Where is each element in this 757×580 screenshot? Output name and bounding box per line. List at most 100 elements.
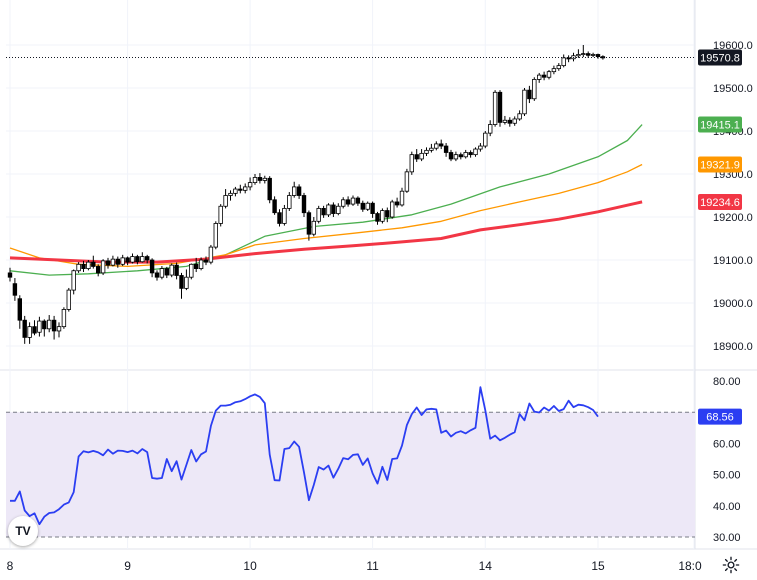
candle xyxy=(115,256,120,268)
candle xyxy=(32,320,37,336)
candle-body xyxy=(326,204,331,216)
ma-mid-line xyxy=(9,163,643,268)
candle xyxy=(331,202,336,217)
candle xyxy=(463,149,468,159)
candle xyxy=(81,260,86,273)
candle xyxy=(487,120,493,137)
candle-body xyxy=(595,54,601,58)
tradingview-logo[interactable]: TV xyxy=(8,516,38,546)
candle xyxy=(360,200,365,212)
candle xyxy=(120,254,125,267)
candle-body xyxy=(233,188,238,194)
candle xyxy=(144,254,150,264)
candle-body xyxy=(424,149,429,154)
candle xyxy=(282,204,287,226)
rsi-band-fill xyxy=(6,412,695,537)
candle xyxy=(213,221,218,250)
candle xyxy=(306,210,312,241)
candle-body xyxy=(17,298,22,321)
candle-body xyxy=(586,53,591,56)
rsi-tick-label: 40.00 xyxy=(713,501,741,513)
candle xyxy=(164,266,169,279)
candle-body xyxy=(350,197,356,205)
candle-body xyxy=(267,177,272,201)
candle-body xyxy=(125,257,130,263)
candle xyxy=(149,258,155,278)
candle xyxy=(110,255,116,267)
candle xyxy=(424,147,429,156)
price-axis: 19600.019500.019400.019300.019200.019100… xyxy=(713,40,753,353)
candle-body xyxy=(282,207,287,224)
candle xyxy=(380,208,385,224)
candle xyxy=(571,52,576,62)
candle-body xyxy=(51,319,57,332)
candle xyxy=(135,254,140,265)
candle xyxy=(159,266,165,280)
candle-body xyxy=(291,186,297,196)
candle-body xyxy=(66,289,71,310)
candle-body xyxy=(389,201,395,218)
time-tick-label: 8 xyxy=(7,559,14,573)
ma-fast-tag-text: 19415.1 xyxy=(700,120,740,132)
candle xyxy=(242,183,248,194)
candle-body xyxy=(316,207,321,222)
candle-body xyxy=(483,132,488,147)
rsi-band xyxy=(6,411,695,538)
candle-body xyxy=(517,113,522,120)
candle-body xyxy=(149,259,155,274)
price-tick-label: 18900.0 xyxy=(713,341,753,353)
rsi-tick-label: 50.00 xyxy=(713,470,741,482)
candle-body xyxy=(541,74,547,78)
candle-body xyxy=(7,272,13,278)
candle-body xyxy=(336,205,341,214)
candle xyxy=(414,149,419,162)
candle-body xyxy=(497,91,503,123)
candle-body xyxy=(473,148,478,156)
axis-tags: 19570.8 19415.1 19321.9 19234.6 68.56 xyxy=(698,49,742,425)
candle xyxy=(71,269,76,295)
candle-body xyxy=(27,326,32,338)
candle xyxy=(193,257,199,273)
candle-body xyxy=(365,202,370,210)
candle xyxy=(537,72,542,83)
candle xyxy=(61,307,67,329)
candle-body xyxy=(257,177,263,181)
candle xyxy=(91,255,96,269)
rsi-series-line xyxy=(10,386,599,526)
candle xyxy=(355,196,361,206)
candle xyxy=(311,217,316,237)
candle xyxy=(581,45,586,58)
price-tick-label: 19600.0 xyxy=(713,40,753,52)
candle-body xyxy=(522,89,527,115)
candle-body xyxy=(179,275,184,289)
candle xyxy=(458,152,463,160)
candle-body xyxy=(56,326,62,332)
gear-icon[interactable] xyxy=(722,556,740,574)
candle-body xyxy=(287,195,292,209)
candle xyxy=(51,315,57,340)
candle-body xyxy=(277,212,282,224)
candle-body xyxy=(502,119,508,123)
candle xyxy=(326,203,331,217)
candle xyxy=(277,209,282,227)
candle-body xyxy=(492,91,498,125)
candle-body xyxy=(223,195,228,207)
ma-slow-line xyxy=(9,200,643,264)
candle xyxy=(590,52,596,58)
candle-body xyxy=(370,202,375,214)
candle-body xyxy=(238,188,243,191)
rsi-tick-label: 60.00 xyxy=(713,438,741,450)
candle xyxy=(551,65,557,75)
candle-body xyxy=(331,204,336,214)
candle-body xyxy=(86,261,91,269)
candle-body xyxy=(576,54,581,57)
candle-body xyxy=(537,74,542,80)
ma-mid-tag: 19321.9 xyxy=(698,156,742,173)
candle-body xyxy=(242,186,248,191)
last-price-tag-text: 19570.8 xyxy=(700,53,740,65)
candle xyxy=(27,322,32,344)
rsi-axis: 80.00 60.00 50.00 40.00 30.00 xyxy=(713,376,741,544)
candle xyxy=(443,143,449,157)
candle xyxy=(272,196,277,215)
candle xyxy=(287,192,292,211)
